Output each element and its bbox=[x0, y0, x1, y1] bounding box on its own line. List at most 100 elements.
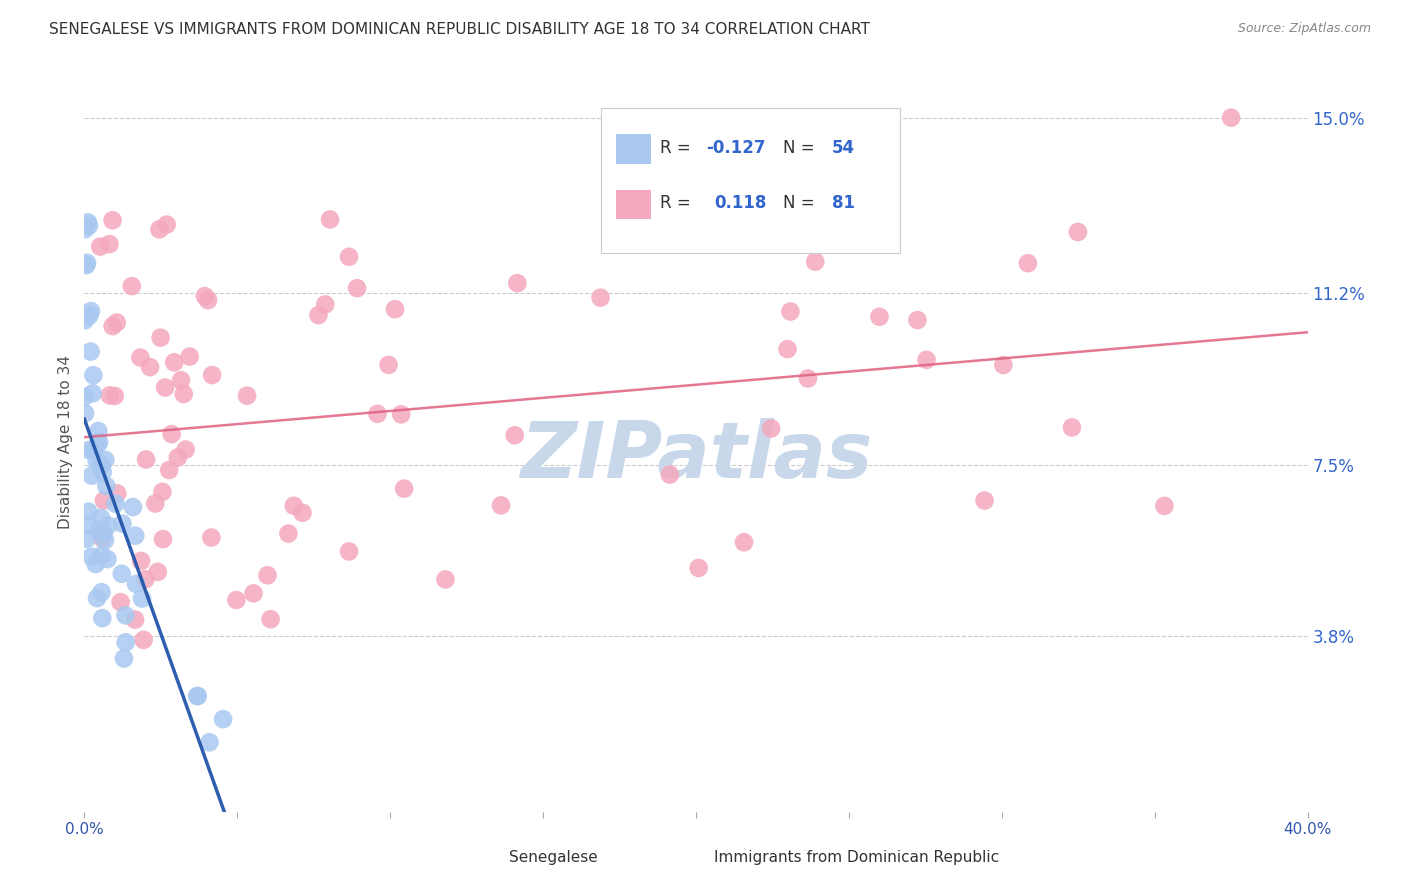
Point bbox=[90, 458, 112, 472]
Point bbox=[198, 735, 221, 749]
Point bbox=[337, 250, 360, 264]
Point bbox=[174, 442, 197, 457]
Point bbox=[589, 291, 612, 305]
Point bbox=[135, 452, 157, 467]
Point bbox=[98, 237, 121, 252]
Point bbox=[759, 421, 782, 435]
Point bbox=[76, 215, 98, 229]
Text: Immigrants from Dominican Republic: Immigrants from Dominican Republic bbox=[714, 850, 1000, 865]
Text: Senegalese: Senegalese bbox=[509, 850, 598, 865]
Point bbox=[658, 467, 681, 482]
Point bbox=[91, 532, 114, 546]
Point bbox=[104, 497, 127, 511]
Point bbox=[907, 313, 929, 327]
Point bbox=[93, 526, 115, 541]
Point bbox=[101, 213, 124, 227]
Point bbox=[319, 212, 342, 227]
Point bbox=[797, 371, 820, 385]
Point bbox=[124, 529, 146, 543]
Point bbox=[98, 388, 121, 402]
Point bbox=[146, 565, 169, 579]
Point bbox=[868, 310, 890, 324]
Point bbox=[73, 222, 96, 236]
Point bbox=[152, 484, 174, 499]
FancyBboxPatch shape bbox=[682, 843, 709, 872]
Text: 0.118: 0.118 bbox=[714, 194, 766, 212]
Point bbox=[366, 407, 388, 421]
Point bbox=[82, 443, 104, 458]
Point bbox=[212, 712, 235, 726]
Point bbox=[97, 518, 120, 533]
Point bbox=[82, 368, 104, 383]
Text: N =: N = bbox=[783, 138, 820, 157]
Point bbox=[149, 331, 172, 345]
Point bbox=[134, 572, 156, 586]
FancyBboxPatch shape bbox=[616, 190, 651, 219]
Point bbox=[201, 368, 224, 382]
Point bbox=[1153, 499, 1175, 513]
Point bbox=[82, 386, 104, 401]
Point bbox=[87, 437, 110, 451]
Point bbox=[80, 304, 103, 318]
Text: SENEGALESE VS IMMIGRANTS FROM DOMINICAN REPUBLIC DISABILITY AGE 18 TO 34 CORRELA: SENEGALESE VS IMMIGRANTS FROM DOMINICAN … bbox=[49, 22, 870, 37]
Point bbox=[993, 358, 1015, 372]
Point bbox=[915, 352, 938, 367]
Point bbox=[489, 499, 512, 513]
Point bbox=[111, 566, 134, 581]
Text: ZIPatlas: ZIPatlas bbox=[520, 418, 872, 494]
Point bbox=[73, 313, 96, 327]
Point bbox=[94, 533, 117, 548]
Point bbox=[148, 222, 170, 236]
Point bbox=[337, 544, 360, 558]
Point bbox=[259, 612, 281, 626]
Point bbox=[152, 532, 174, 546]
Point bbox=[110, 595, 132, 609]
Point bbox=[167, 450, 190, 465]
FancyBboxPatch shape bbox=[616, 135, 651, 164]
Point bbox=[157, 463, 180, 477]
Point bbox=[170, 373, 193, 387]
Point bbox=[79, 344, 101, 359]
Text: R =: R = bbox=[661, 138, 696, 157]
Point bbox=[90, 585, 112, 599]
Point bbox=[90, 458, 112, 473]
Point bbox=[91, 611, 114, 625]
Point bbox=[506, 276, 529, 290]
FancyBboxPatch shape bbox=[600, 109, 900, 252]
Point bbox=[80, 468, 103, 483]
Text: R =: R = bbox=[661, 194, 702, 212]
Point bbox=[86, 454, 108, 468]
Point bbox=[173, 387, 195, 401]
Point bbox=[77, 505, 100, 519]
Point bbox=[77, 443, 100, 458]
Point bbox=[90, 511, 112, 525]
Text: Source: ZipAtlas.com: Source: ZipAtlas.com bbox=[1237, 22, 1371, 36]
Point bbox=[112, 651, 135, 665]
Point bbox=[77, 219, 100, 233]
Point bbox=[384, 302, 406, 317]
Point bbox=[90, 548, 112, 562]
Y-axis label: Disability Age 18 to 34: Disability Age 18 to 34 bbox=[58, 354, 73, 529]
Point bbox=[156, 218, 179, 232]
Point bbox=[101, 319, 124, 334]
Point bbox=[160, 427, 183, 442]
Point bbox=[283, 499, 305, 513]
Point bbox=[125, 577, 148, 591]
Point bbox=[346, 281, 368, 295]
Text: 54: 54 bbox=[832, 138, 855, 157]
FancyBboxPatch shape bbox=[475, 843, 503, 872]
Point bbox=[89, 239, 111, 253]
Point bbox=[105, 486, 128, 500]
Point bbox=[87, 424, 110, 438]
Point bbox=[76, 532, 98, 546]
Point bbox=[114, 635, 136, 649]
Text: -0.127: -0.127 bbox=[706, 138, 765, 157]
Point bbox=[307, 308, 329, 322]
Point bbox=[242, 586, 264, 600]
Point bbox=[131, 591, 153, 606]
Point bbox=[124, 613, 146, 627]
Point bbox=[187, 689, 209, 703]
Point bbox=[1017, 256, 1039, 270]
Point bbox=[200, 531, 222, 545]
Point bbox=[804, 254, 827, 268]
